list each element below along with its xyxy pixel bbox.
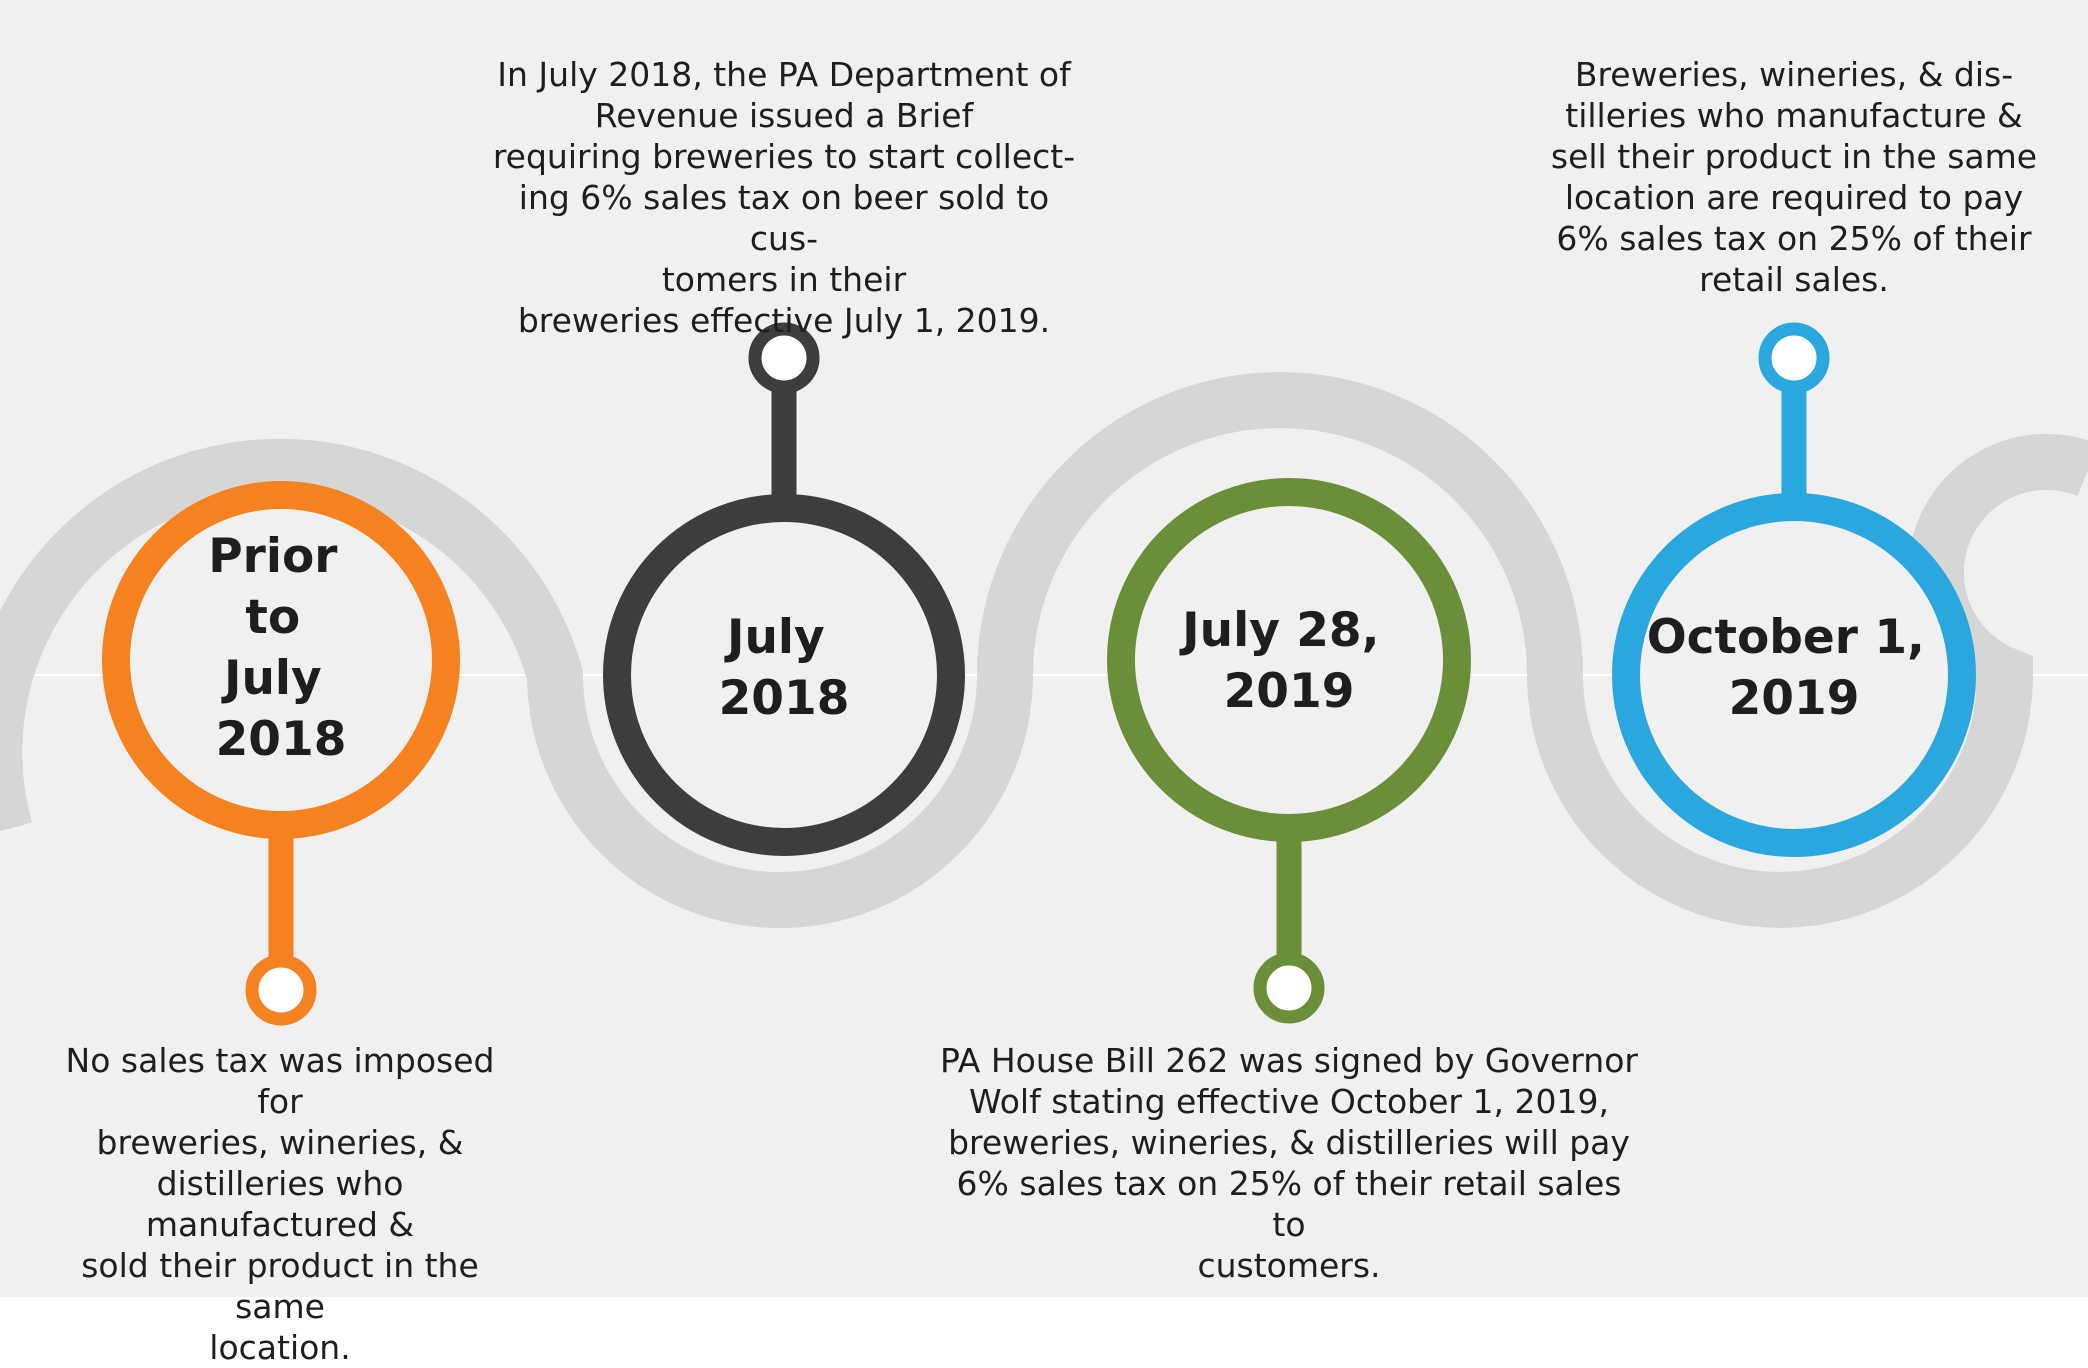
node-dot xyxy=(748,322,820,394)
date-label-line: Prior xyxy=(208,529,338,584)
date-label-line: 2018 xyxy=(719,671,850,726)
date-label: Prior to July 2018 xyxy=(208,529,354,767)
date-label-line: July xyxy=(221,651,322,706)
event-node-3: July 28, 2019 xyxy=(1107,478,1471,1024)
event-description: PA House Bill 262 was signed by Governor… xyxy=(940,1041,1638,1285)
node-dot xyxy=(1253,952,1325,1024)
event-description: No sales tax was imposed for breweries, … xyxy=(65,1041,495,1367)
event-node-1: Prior to July 2018 xyxy=(102,481,460,1026)
date-ring xyxy=(102,481,460,839)
date-label-line: 2019 xyxy=(1224,664,1355,719)
event-node-2: July 2018 xyxy=(603,322,965,856)
date-label: October 1, 2019 xyxy=(1647,610,1942,726)
date-label-line: 2019 xyxy=(1729,671,1860,726)
date-label-line: July 28, xyxy=(1179,603,1379,658)
date-label-line: October 1, xyxy=(1647,610,1925,665)
timeline-diagram: Prior to July 2018 July 2018 July 28, 20… xyxy=(0,0,2088,1297)
event-description: Breweries, wineries, & dis- tilleries wh… xyxy=(1550,55,2038,299)
date-label: July 2018 xyxy=(719,610,850,726)
winding-road xyxy=(0,372,2088,928)
node-dot xyxy=(1758,322,1830,394)
event-node-4: October 1, 2019 xyxy=(1612,322,1976,857)
node-dot xyxy=(245,954,317,1026)
date-ring xyxy=(603,494,965,856)
date-label-line: July xyxy=(724,610,825,665)
event-description: In July 2018, the PA Department of Reven… xyxy=(492,55,1076,340)
date-label-line: to xyxy=(245,590,300,645)
date-ring xyxy=(1612,493,1976,857)
date-label-line: 2018 xyxy=(216,712,347,767)
date-label: July 28, 2019 xyxy=(1179,603,1396,719)
date-ring xyxy=(1107,478,1471,842)
